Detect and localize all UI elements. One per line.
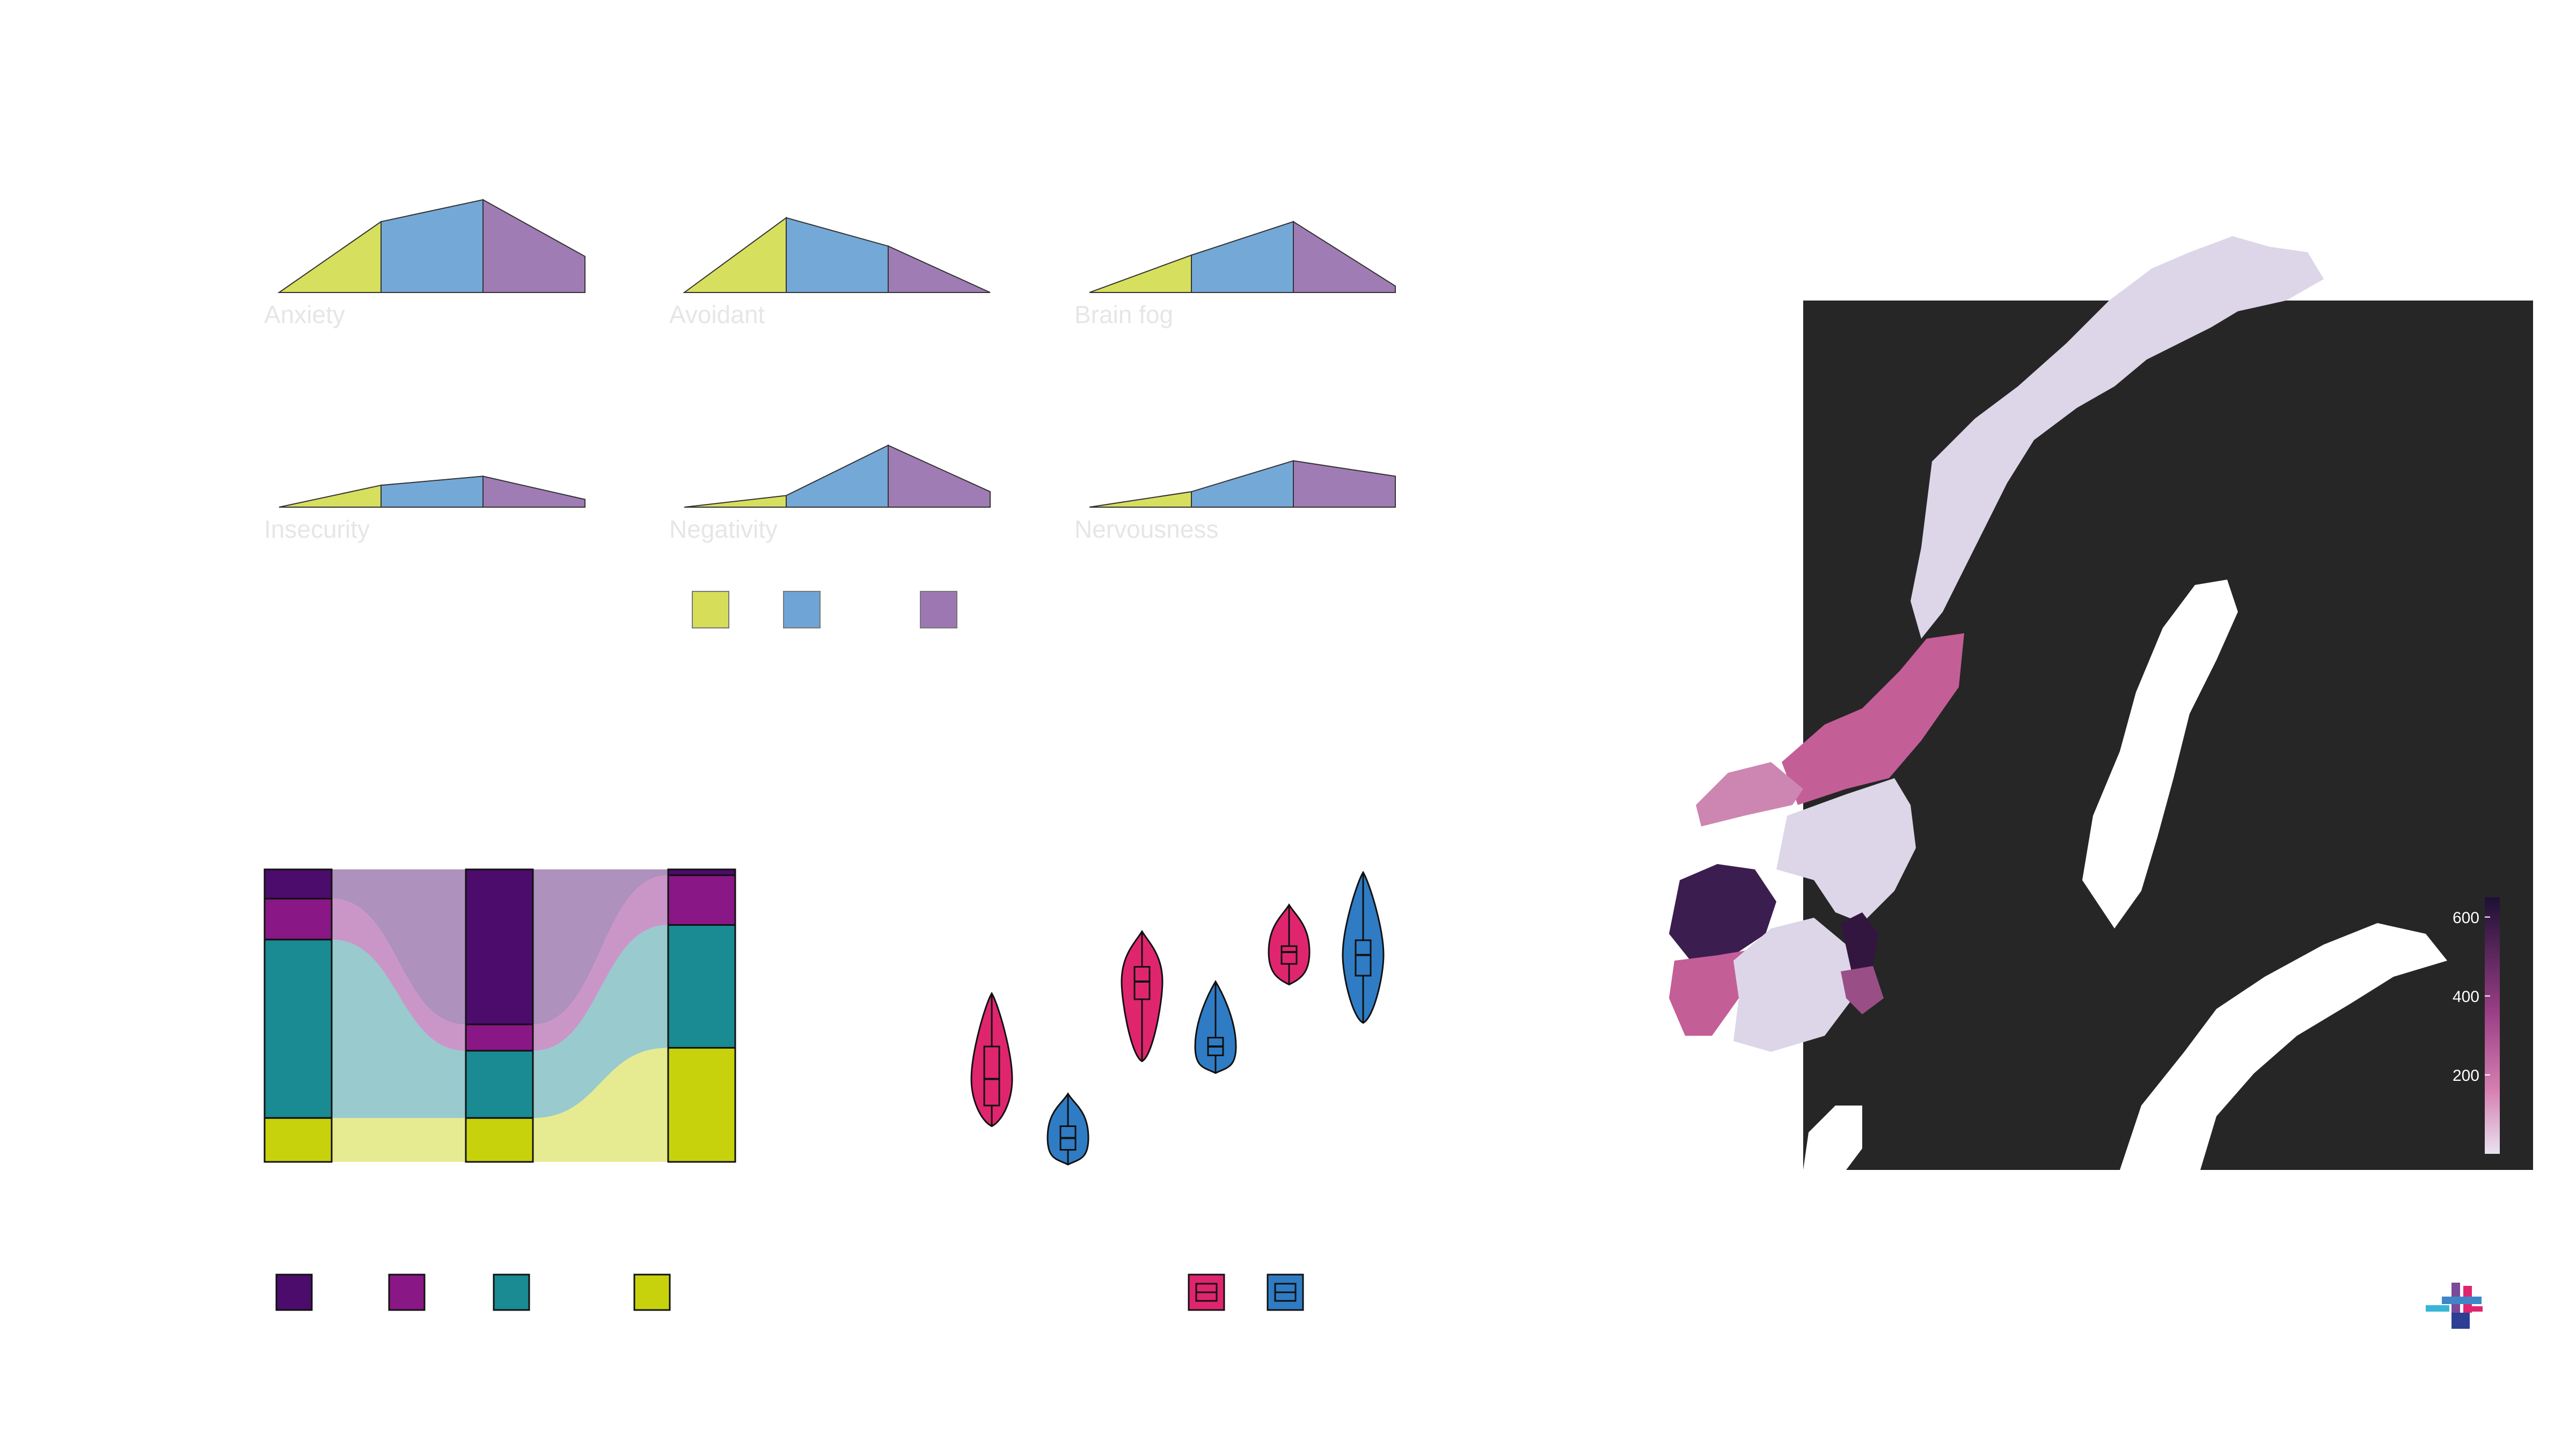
violin-legend-key xyxy=(1267,1274,1304,1311)
area-series-mark xyxy=(684,495,787,508)
area-series-mark xyxy=(888,444,991,508)
facet-label: Brain fog xyxy=(1074,301,1173,328)
area-legend xyxy=(692,591,957,628)
area-series-mark xyxy=(482,475,586,508)
alluvial-flow xyxy=(332,939,466,1118)
map-region-agder xyxy=(1733,918,1857,1052)
alluvial-axis-stack xyxy=(667,868,736,1163)
alluvial-legend-swatch xyxy=(493,1274,530,1311)
area-facet: Anxiety xyxy=(264,199,586,328)
map-colorbar-ticks: 600 400 200 xyxy=(2453,909,2490,1085)
alluvial-legend-swatch xyxy=(388,1274,426,1311)
map-region-norway-west xyxy=(1696,762,1803,826)
alluvial-legend xyxy=(275,1274,671,1311)
facet-label: Insecurity xyxy=(264,515,370,543)
alluvial-axis-stack xyxy=(465,868,534,1163)
map-sea-gulf-of-bothnia xyxy=(2082,580,2238,928)
area-series-mark xyxy=(1089,491,1192,508)
alluvial-stratum xyxy=(264,1117,333,1163)
choropleth-map-panel: 600 400 200 xyxy=(1669,236,2533,1170)
violin-chart-panel xyxy=(970,870,1385,1166)
alluvial-stratum xyxy=(264,939,333,1119)
map-region-vestland xyxy=(1669,864,1776,961)
violin-legend xyxy=(1188,1274,1304,1311)
area-facet: Insecurity xyxy=(264,475,586,543)
map-region-ostfold xyxy=(1841,966,1884,1014)
area-facet: Brain fog xyxy=(1074,221,1396,328)
alluvial-flow xyxy=(533,1048,668,1162)
area-legend-swatch xyxy=(920,591,957,628)
alluvial-chart-panel xyxy=(264,868,736,1163)
area-series-mark xyxy=(888,245,991,293)
facet-label: Anxiety xyxy=(264,301,345,328)
alluvial-stratum xyxy=(264,898,333,941)
alluvial-flow xyxy=(533,869,668,1024)
alluvial-stratum xyxy=(465,1117,534,1163)
map-sea-baltic xyxy=(2120,923,2447,1170)
area-legend-swatch xyxy=(783,591,821,628)
alluvial-legend-swatch xyxy=(633,1274,671,1311)
violin-mark xyxy=(1046,1092,1089,1166)
facet-label: Nervousness xyxy=(1074,515,1218,543)
map-region-rogaland xyxy=(1669,950,1750,1036)
area-series-mark xyxy=(682,216,787,293)
area-series-mark xyxy=(482,199,586,293)
area-series-mark xyxy=(1293,221,1396,293)
alluvial-stratum xyxy=(667,874,736,926)
alluvial-flow xyxy=(533,875,668,1051)
violin-mark xyxy=(1194,980,1237,1074)
alluvial-stratum xyxy=(465,868,534,1026)
colorbar-tick-label: 600 xyxy=(2453,909,2479,927)
violin-mark xyxy=(1342,870,1385,1024)
violin-mark xyxy=(970,992,1013,1128)
area-series-mark xyxy=(277,221,382,293)
alluvial-stratum xyxy=(667,1046,736,1163)
area-series-mark xyxy=(786,444,889,508)
violin-box xyxy=(1133,966,1151,1000)
area-facet: Avoidant xyxy=(669,216,991,328)
alluvial-flow xyxy=(533,925,668,1118)
area-series-mark xyxy=(1293,460,1396,508)
alluvial-stratum xyxy=(465,1050,534,1119)
map-region-oslo xyxy=(1841,912,1878,971)
colorbar-tick-label: 200 xyxy=(2453,1067,2479,1085)
alluvial-flow xyxy=(332,869,466,1024)
alluvial-flows xyxy=(332,869,668,1162)
area-series-mark xyxy=(279,484,382,508)
facet-label: Negativity xyxy=(669,515,778,543)
map-region-norway-mid xyxy=(1782,633,1964,805)
alluvial-legend-swatch xyxy=(275,1274,313,1311)
map-sea-kattegat xyxy=(1803,1106,1862,1170)
alluvial-stratum xyxy=(264,868,333,899)
area-facet: Nervousness xyxy=(1074,460,1396,543)
violin-box xyxy=(1355,939,1372,977)
area-series-mark xyxy=(380,475,484,508)
map-region-innlandet xyxy=(1776,778,1916,923)
map-colorbar xyxy=(2485,897,2500,1154)
facet-label: Avoidant xyxy=(669,301,765,328)
alluvial-stratum xyxy=(667,924,736,1049)
alluvial-axis-stack xyxy=(264,868,333,1163)
alluvial-stratum xyxy=(465,1023,534,1052)
violin-box xyxy=(983,1045,1000,1107)
map-region-norway-north xyxy=(1911,236,2324,639)
area-facet: Negativity xyxy=(669,444,991,543)
area-series-mark xyxy=(380,199,484,293)
area-series-mark xyxy=(786,217,889,293)
alluvial-stratum xyxy=(667,868,736,876)
violin-mark xyxy=(1268,903,1311,986)
logo-mark-icon xyxy=(2426,1283,2483,1329)
area-chart-panel: Anxiety Avoidant Brain fog Insecurity Negati… xyxy=(264,199,1396,543)
violin-mark xyxy=(1121,930,1163,1063)
area-series-mark xyxy=(1191,460,1294,508)
colorbar-tick-label: 400 xyxy=(2453,988,2479,1006)
area-series-mark xyxy=(1191,221,1294,293)
alluvial-flow xyxy=(332,898,466,1051)
area-series-mark xyxy=(1089,254,1192,293)
violin-legend-key xyxy=(1188,1274,1225,1311)
area-legend-swatch xyxy=(692,591,729,628)
alluvial-flow xyxy=(332,1118,466,1162)
violin-box xyxy=(1280,945,1298,965)
